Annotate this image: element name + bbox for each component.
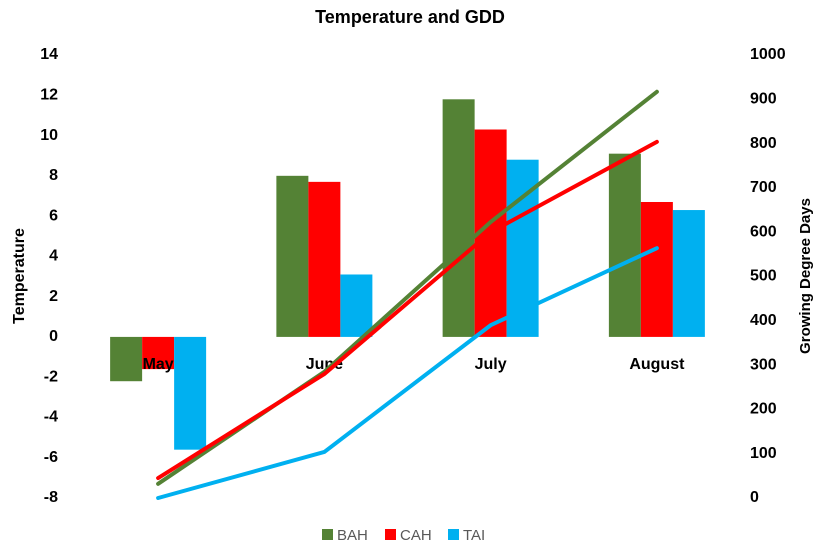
y2-tick-label: 100 xyxy=(750,445,777,462)
y2-tick-label: 0 xyxy=(750,489,759,506)
y-tick-label: 2 xyxy=(49,288,58,305)
gdd-line xyxy=(156,89,659,486)
y-tick-label: 4 xyxy=(49,248,58,265)
y-tick-label: -8 xyxy=(44,489,58,506)
bar xyxy=(308,181,341,337)
y-tick-label: 0 xyxy=(49,328,58,345)
y-tick-label: 6 xyxy=(49,207,58,224)
bar xyxy=(672,210,705,337)
x-tick-label: July xyxy=(475,356,507,373)
y-tick-label: 10 xyxy=(40,127,58,144)
y-tick-label: -4 xyxy=(44,409,58,426)
y2-tick-label: 700 xyxy=(750,179,777,196)
y-tick-label: -6 xyxy=(44,449,58,466)
legend-swatch xyxy=(385,529,396,540)
x-tick-label: June xyxy=(306,356,343,373)
y2-tick-label: 500 xyxy=(750,268,777,285)
y2-tick-label: 1000 xyxy=(750,46,786,63)
chart-title: Temperature and GDD xyxy=(315,7,505,27)
y2-tick-label: 400 xyxy=(750,312,777,329)
bar xyxy=(174,336,207,450)
y-axis-title: Temperature xyxy=(11,228,28,324)
y-tick-label: 12 xyxy=(40,86,58,103)
legend-swatch xyxy=(448,529,459,540)
y2-tick-label: 900 xyxy=(750,91,777,108)
bar xyxy=(276,175,309,337)
y2-tick-label: 800 xyxy=(750,135,777,152)
gdd-line xyxy=(156,139,659,481)
y-tick-label: 8 xyxy=(49,167,58,184)
x-tick-label: May xyxy=(143,356,174,373)
legend-label: TAI xyxy=(463,527,485,544)
y2-tick-label: 200 xyxy=(750,401,777,418)
bar xyxy=(640,201,673,337)
legend-swatch xyxy=(322,529,333,540)
y2-tick-label: 300 xyxy=(750,356,777,373)
y-tick-label: -2 xyxy=(44,368,58,385)
bar xyxy=(608,153,641,337)
x-tick-label: August xyxy=(629,356,685,373)
y-tick-label: 14 xyxy=(40,46,58,63)
bar xyxy=(142,336,175,370)
gdd-line xyxy=(156,246,659,500)
bar xyxy=(110,336,143,382)
y2-tick-label: 600 xyxy=(750,223,777,240)
y2-axis-title: Growing Degree Days xyxy=(797,198,814,354)
bar xyxy=(442,99,475,337)
legend-label: CAH xyxy=(400,527,432,544)
legend-label: BAH xyxy=(337,527,368,544)
bar xyxy=(340,274,373,337)
